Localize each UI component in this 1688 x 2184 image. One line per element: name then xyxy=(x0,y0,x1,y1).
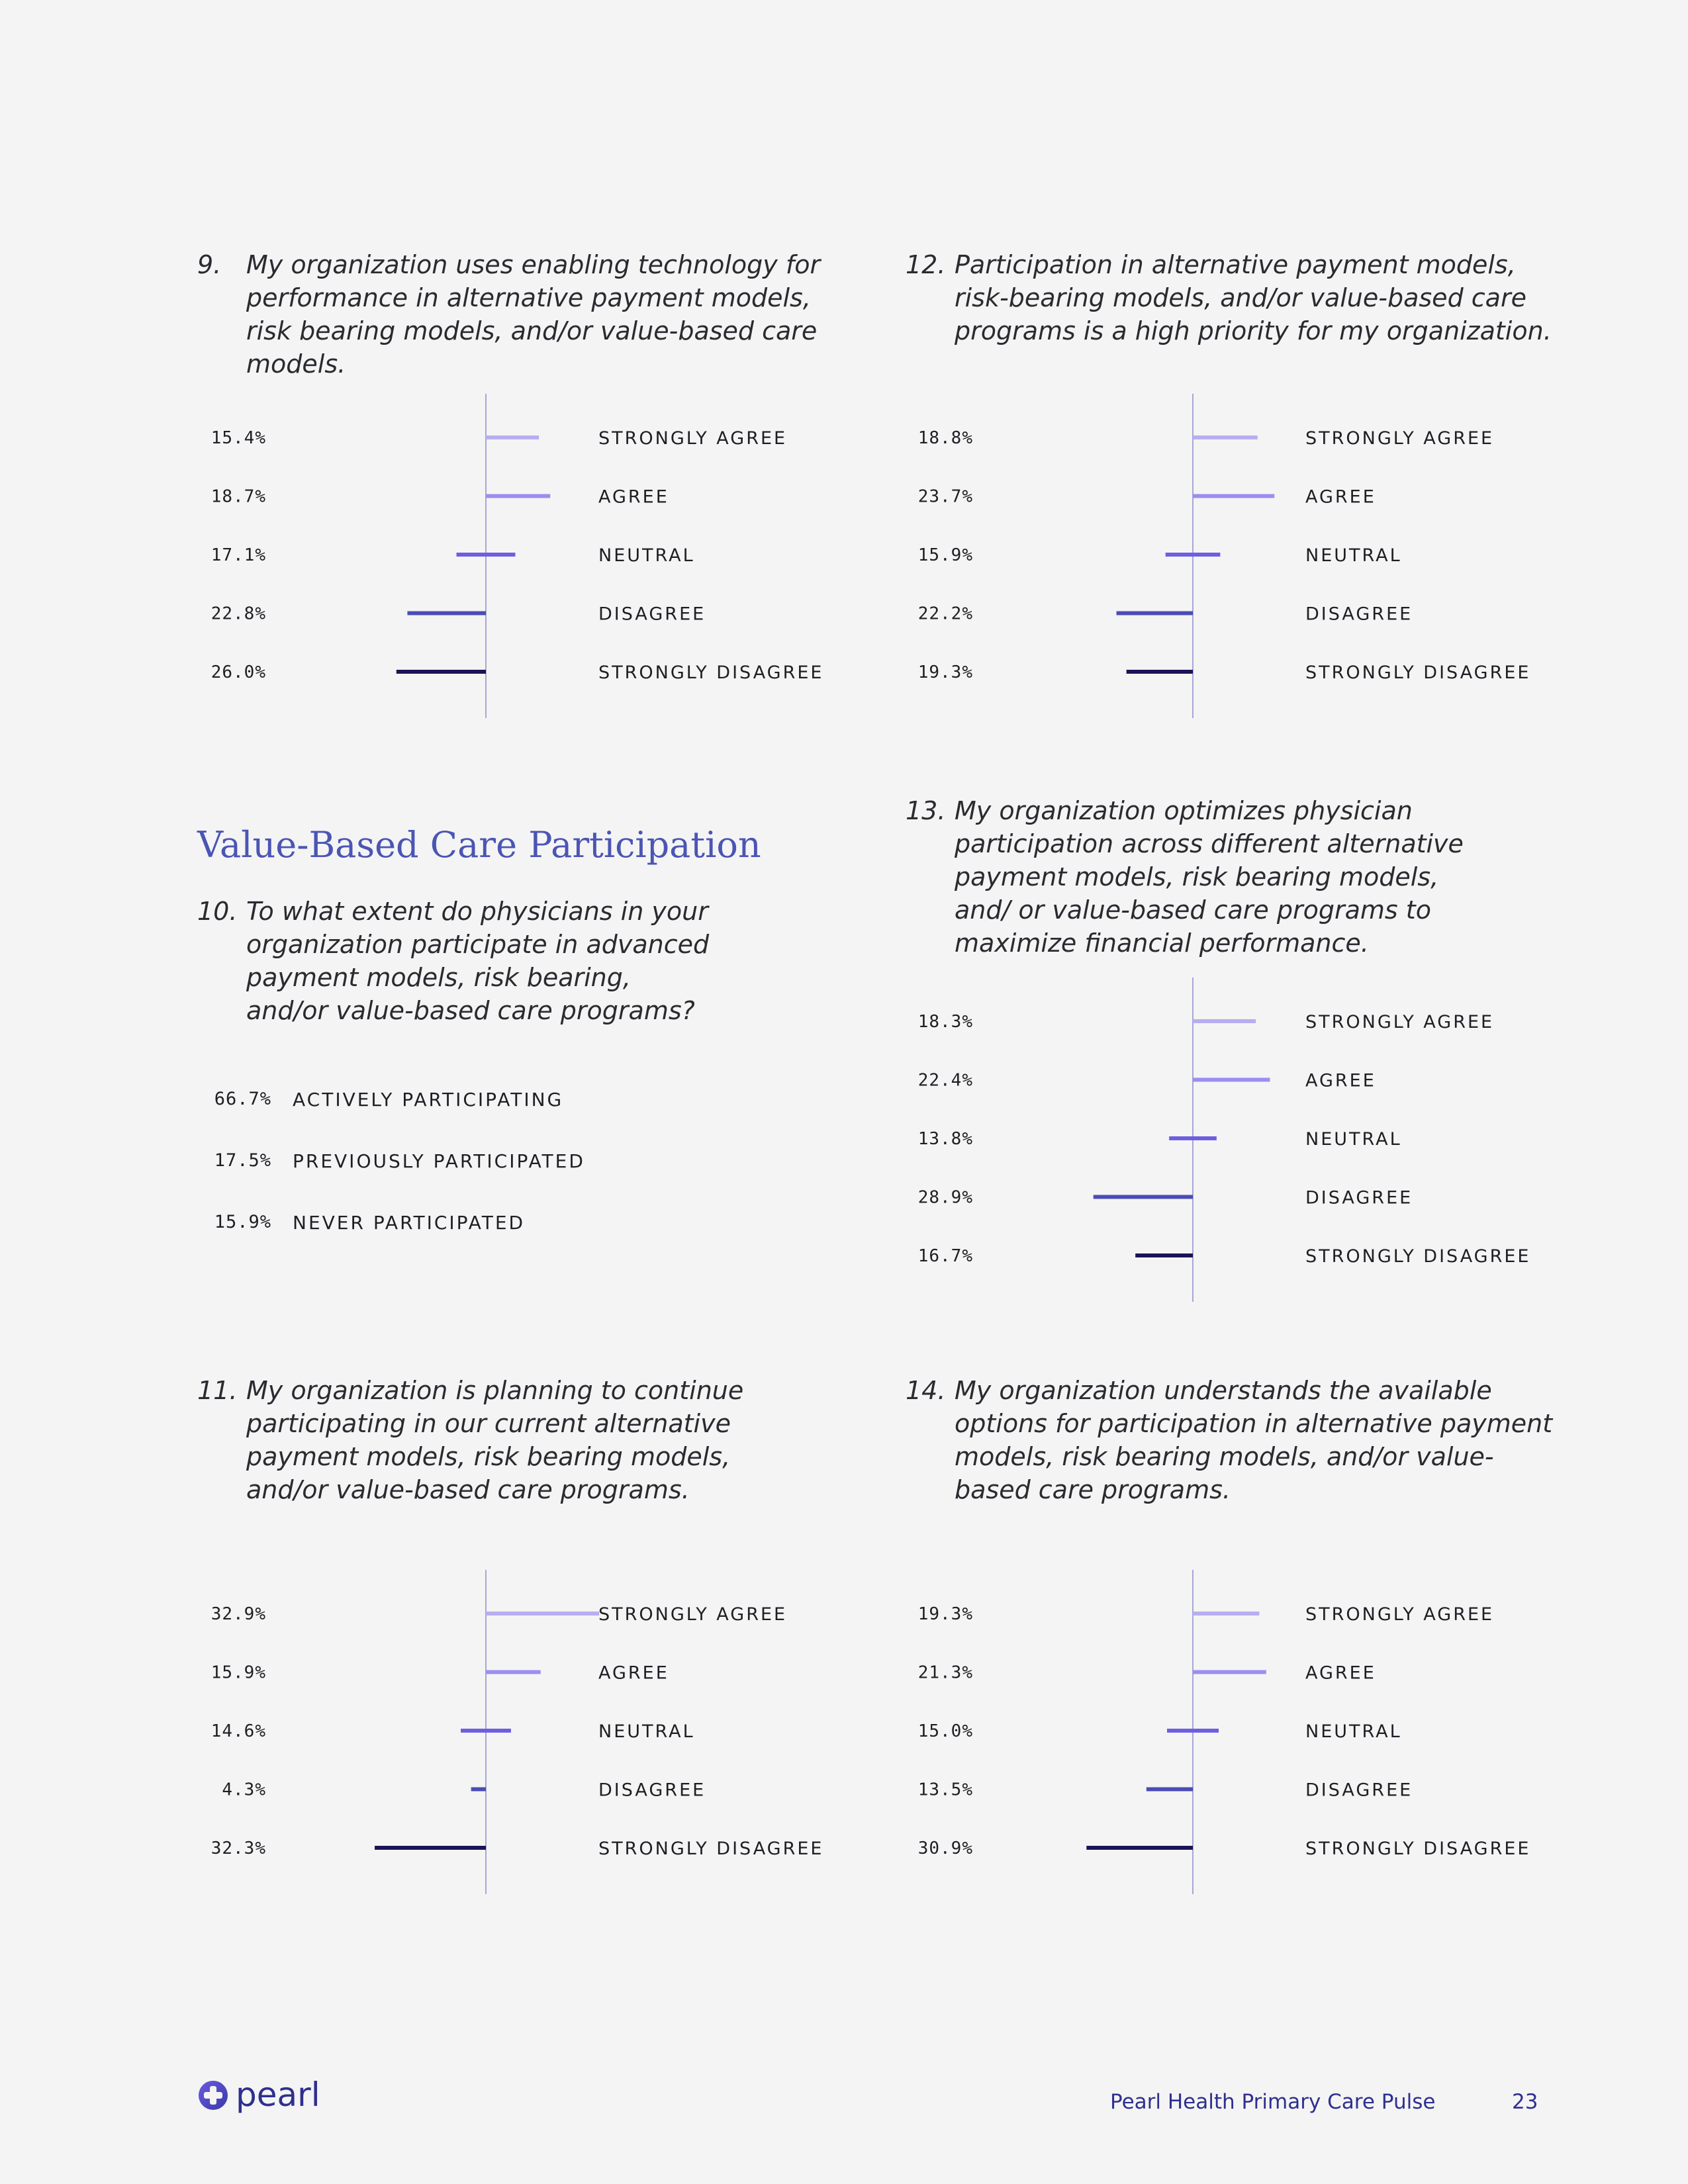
category-label: AGREE xyxy=(1305,1663,1376,1684)
question-number: 13. xyxy=(906,796,946,825)
question-number: 14. xyxy=(906,1376,946,1405)
data-label: 32.3% xyxy=(211,1839,266,1858)
category-label: NEUTRAL xyxy=(598,545,695,566)
question-number: 10. xyxy=(197,897,238,926)
data-label: 22.2% xyxy=(918,604,973,624)
question-11: 11. My organization is planning to conti… xyxy=(197,1374,846,1506)
category-label: STRONGLY AGREE xyxy=(598,1604,787,1625)
data-label: 23.7% xyxy=(918,487,973,507)
data-label: 15.4% xyxy=(211,428,266,448)
data-label: 19.3% xyxy=(918,1604,973,1624)
category-label: DISAGREE xyxy=(1305,1188,1413,1208)
data-label: 28.9% xyxy=(918,1188,973,1208)
category-label: AGREE xyxy=(1305,487,1376,508)
footer-title: Pearl Health Primary Care Pulse xyxy=(1110,2090,1436,2114)
category-label: DISAGREE xyxy=(1305,604,1413,625)
data-label: 18.7% xyxy=(211,487,266,507)
category-label: STRONGLY DISAGREE xyxy=(598,1839,824,1859)
logo-wordmark: pearl xyxy=(236,2075,320,2114)
data-label: 18.8% xyxy=(918,428,973,448)
category-label: AGREE xyxy=(598,1663,669,1684)
question-14: 14. My organization understands the avai… xyxy=(906,1374,1554,1506)
section-title: Value-Based Care Participation xyxy=(197,824,761,866)
data-label: 15.9% xyxy=(918,545,973,565)
question-13: 13. My organization optimizes physician … xyxy=(906,794,1554,958)
data-label: 15.9% xyxy=(211,1663,266,1683)
question-text: To what extent do physicians in your org… xyxy=(246,897,710,1025)
participation-label: PREVIOUSLY PARTICIPATED xyxy=(293,1150,585,1172)
question-number: 12. xyxy=(906,250,946,279)
category-label: DISAGREE xyxy=(598,604,706,625)
data-label: 16.7% xyxy=(918,1246,973,1266)
list-item: 17.5% PREVIOUSLY PARTICIPATED xyxy=(199,1150,662,1212)
data-label: 17.1% xyxy=(211,545,266,565)
question-text: Participation in alternative payment mod… xyxy=(955,250,1552,345)
question-12: 12. Participation in alternative payment… xyxy=(906,248,1554,381)
category-label: DISAGREE xyxy=(598,1780,706,1801)
question-9: 9. My organization uses enabling technol… xyxy=(197,248,846,381)
category-label: AGREE xyxy=(598,487,669,508)
chart-q12: 18.8% STRONGLY AGREE 23.7% AGREE 15.9% NEUTRA… xyxy=(906,394,1581,718)
chart-q13: 18.3% STRONGLY AGREE 22.4% AGREE 13.8% NEUTRA… xyxy=(906,978,1581,1302)
question-text: My organization is planning to continue … xyxy=(246,1376,744,1504)
data-label: 22.4% xyxy=(918,1071,973,1091)
category-label: AGREE xyxy=(1305,1071,1376,1091)
chart-svg: 18.8% STRONGLY AGREE 23.7% AGREE 15.9% NEUTRA… xyxy=(918,394,1531,718)
question-text: My organization understands the availabl… xyxy=(955,1376,1553,1504)
chart-q14: 19.3% STRONGLY AGREE 21.3% AGREE 15.0% NEUTRA… xyxy=(906,1570,1581,1894)
data-label: 26.0% xyxy=(211,662,266,682)
chart-q11: 32.9% STRONGLY AGREE 15.9% AGREE 14.6% NEUTRA… xyxy=(199,1570,874,1894)
chart-svg: 32.9% STRONGLY AGREE 15.9% AGREE 14.6% NEUTRA… xyxy=(211,1570,824,1894)
participation-value: 15.9% xyxy=(214,1212,271,1232)
category-label: STRONGLY AGREE xyxy=(1305,1604,1494,1625)
chart-svg: 19.3% STRONGLY AGREE 21.3% AGREE 15.0% NEUTRA… xyxy=(918,1570,1531,1894)
data-label: 32.9% xyxy=(211,1604,266,1624)
category-label: NEUTRAL xyxy=(1305,545,1402,566)
category-label: STRONGLY AGREE xyxy=(1305,1012,1494,1032)
category-label: STRONGLY DISAGREE xyxy=(1305,662,1531,683)
data-label: 13.8% xyxy=(918,1129,973,1149)
data-label: 15.0% xyxy=(918,1721,973,1741)
category-label: STRONGLY DISAGREE xyxy=(598,662,824,683)
question-number: 11. xyxy=(197,1376,238,1405)
chart-svg: 18.3% STRONGLY AGREE 22.4% AGREE 13.8% NEUTRA… xyxy=(918,978,1531,1302)
list-item: 15.9% NEVER PARTICIPATED xyxy=(199,1212,662,1273)
category-label: STRONGLY AGREE xyxy=(598,428,787,449)
category-label: STRONGLY DISAGREE xyxy=(1305,1246,1531,1267)
participation-label: NEVER PARTICIPATED xyxy=(293,1212,526,1234)
pearl-logo: pearl xyxy=(197,2075,350,2115)
question-number: 9. xyxy=(197,250,222,279)
category-label: NEUTRAL xyxy=(1305,1721,1402,1742)
data-label: 4.3% xyxy=(222,1780,266,1800)
participation-list: 66.7% ACTIVELY PARTICIPATING 17.5% PREVI… xyxy=(199,1089,662,1273)
participation-label: ACTIVELY PARTICIPATING xyxy=(293,1089,564,1111)
data-label: 30.9% xyxy=(918,1839,973,1858)
question-10: 10. To what extent do physicians in your… xyxy=(197,895,727,1027)
category-label: STRONGLY AGREE xyxy=(1305,428,1494,449)
data-label: 21.3% xyxy=(918,1663,973,1683)
data-label: 19.3% xyxy=(918,662,973,682)
chart-q9: 15.4% STRONGLY AGREE 18.7% AGREE 17.1% NEUTRA… xyxy=(199,394,874,718)
category-label: NEUTRAL xyxy=(598,1721,695,1742)
data-label: 13.5% xyxy=(918,1780,973,1800)
category-label: STRONGLY DISAGREE xyxy=(1305,1839,1531,1859)
list-item: 66.7% ACTIVELY PARTICIPATING xyxy=(199,1089,662,1150)
data-label: 14.6% xyxy=(211,1721,266,1741)
data-label: 18.3% xyxy=(918,1012,973,1032)
pearl-logo-icon xyxy=(199,2081,228,2110)
data-label: 22.8% xyxy=(211,604,266,624)
chart-svg: 15.4% STRONGLY AGREE 18.7% AGREE 17.1% NEUTRA… xyxy=(211,394,824,718)
question-text: My organization uses enabling technology… xyxy=(246,250,821,379)
question-text: My organization optimizes physician part… xyxy=(955,796,1464,958)
category-label: DISAGREE xyxy=(1305,1780,1413,1801)
category-label: NEUTRAL xyxy=(1305,1129,1402,1150)
page-number: 23 xyxy=(1512,2090,1538,2114)
participation-value: 66.7% xyxy=(214,1089,271,1109)
participation-value: 17.5% xyxy=(214,1150,271,1171)
